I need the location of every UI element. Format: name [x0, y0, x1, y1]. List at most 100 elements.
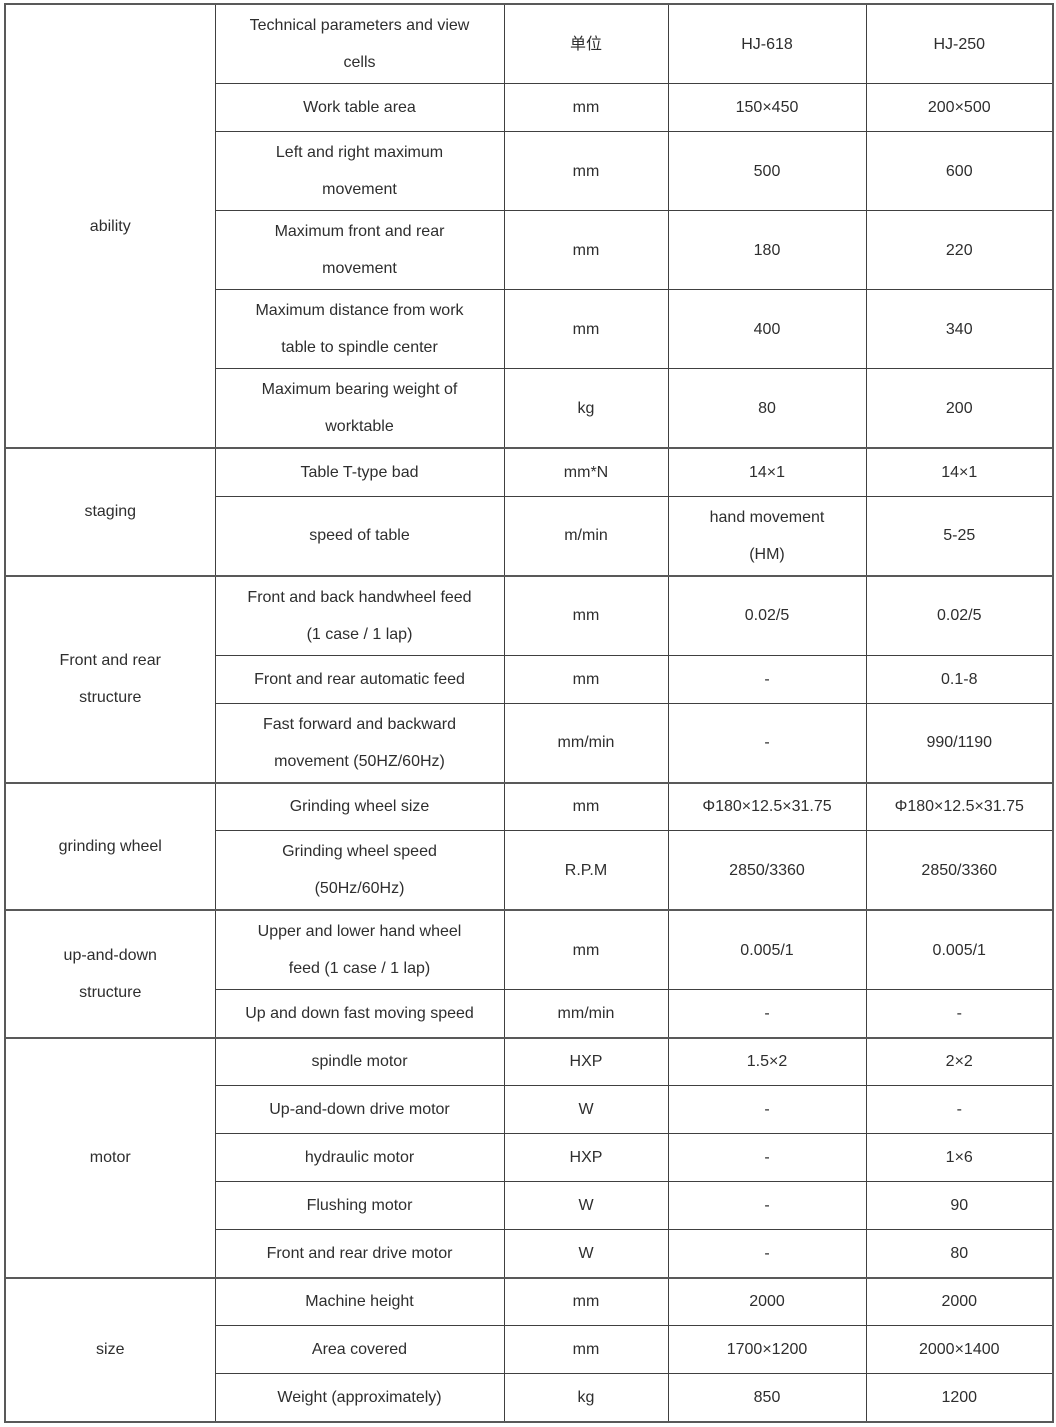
value-hj-618-cell: 850 — [667, 1373, 867, 1422]
value-hj-618-cell: Φ180×12.5×31.75 — [667, 781, 867, 831]
category-cell: staging — [4, 447, 216, 576]
unit-unit-cell: kg — [503, 1373, 669, 1422]
value-hj-618-cell: 80 — [667, 368, 867, 449]
table-row: Work table area mm 150×450 200×500 — [5, 83, 1054, 132]
value-hj-250-cell: 990/1190 — [865, 702, 1054, 783]
value-hj-618-cell: 0.02/5 — [667, 574, 867, 656]
unit-unit-cell: mm — [503, 1325, 669, 1374]
spec-table-body: ability Technical parameters and view cel… — [4, 3, 1054, 1422]
param-param-cell: Machine height — [214, 1276, 505, 1326]
table-row: Front and rear automatic feed mm -0.1-8 — [5, 654, 1054, 704]
param-param-cell: Maximum distance from work table to spin… — [214, 289, 505, 369]
value-hj-250-cell: 0.02/5 — [865, 574, 1054, 656]
param-param-cell: Up-and-down drive motor — [214, 1085, 505, 1134]
table-row: Front and rear drive motor W -80 — [5, 1229, 1054, 1278]
category-cell: grinding wheel — [4, 781, 216, 911]
unit-unit-cell: W — [503, 1085, 669, 1134]
unit-unit-cell: W — [503, 1181, 669, 1230]
value-hj-250-cell: 0.1-8 — [865, 654, 1054, 704]
value-hj-250-cell: 2×2 — [865, 1036, 1054, 1086]
table-row: Maximum distance from work table to spin… — [5, 289, 1054, 369]
unit-unit-cell: mm/min — [503, 702, 669, 783]
header-cell-unit: 单位 — [503, 3, 669, 84]
unit-unit-cell: mm — [503, 781, 669, 831]
value-hj-250-cell: 1200 — [865, 1373, 1054, 1422]
value-hj-618-cell: - — [667, 989, 867, 1038]
unit-unit-cell: W — [503, 1229, 669, 1278]
value-hj-618-cell: hand movement (HM) — [667, 495, 867, 576]
unit-unit-cell: mm — [503, 210, 669, 290]
param-param-cell: Area covered — [214, 1325, 505, 1374]
spec-table: ability Technical parameters and view cel… — [4, 3, 1054, 1423]
value-hj-250-cell: 600 — [865, 131, 1054, 211]
unit-unit-cell: mm*N — [503, 447, 669, 497]
value-hj-250-cell: 340 — [865, 289, 1054, 369]
param-param-cell: Flushing motor — [214, 1181, 505, 1230]
unit-unit-cell: mm/min — [503, 989, 669, 1038]
value-hj-250-cell: 2000 — [865, 1276, 1054, 1326]
value-hj-618-cell: 2000 — [667, 1276, 867, 1326]
value-hj-618-cell: 180 — [667, 210, 867, 290]
unit-unit-cell: mm — [503, 654, 669, 704]
param-param-cell: Front and rear automatic feed — [214, 654, 505, 704]
value-hj-618-cell: 1700×1200 — [667, 1325, 867, 1374]
unit-unit-cell: mm — [503, 574, 669, 656]
table-row: Area covered mm 1700×1200 2000×1400 — [5, 1325, 1054, 1374]
param-param-cell: hydraulic motor — [214, 1133, 505, 1182]
header-cell-hj-618: HJ-618 — [667, 3, 867, 84]
table-row: up-and-down structure Upper and lower han… — [4, 909, 1054, 1038]
value-hj-250-cell: 200×500 — [865, 83, 1054, 132]
value-hj-618-cell: - — [667, 654, 867, 704]
value-hj-618-cell: - — [667, 1085, 867, 1134]
unit-unit-cell: R.P.M — [503, 830, 669, 911]
value-hj-618-cell: - — [667, 702, 867, 783]
table-row: size Machine height mm 2000 2000 — [4, 1276, 1054, 1422]
unit-unit-cell: mm — [503, 1276, 669, 1326]
param-param-cell: Front and rear drive motor — [214, 1229, 505, 1278]
param-param-cell: Fast forward and backward movement (50HZ… — [214, 702, 505, 783]
value-hj-618-cell: 1.5×2 — [667, 1036, 867, 1086]
header-cell-hj-250: HJ-250 — [865, 3, 1054, 84]
param-param-cell: spindle motor — [214, 1036, 505, 1086]
header-cell-param: Technical parameters and view cells — [214, 3, 505, 84]
value-hj-250-cell: - — [865, 1085, 1054, 1134]
value-hj-250-cell: 2000×1400 — [865, 1325, 1054, 1374]
unit-unit-cell: HXP — [503, 1133, 669, 1182]
param-param-cell: Grinding wheel speed (50Hz/60Hz) — [214, 830, 505, 911]
table-row: grinding wheel Grinding wheel size mm Φ180×… — [4, 781, 1054, 911]
value-hj-250-cell: 200 — [865, 368, 1054, 449]
value-hj-618-cell: - — [667, 1229, 867, 1278]
table-row: Fast forward and backward movement (50HZ… — [5, 702, 1054, 783]
value-hj-618-cell: - — [667, 1181, 867, 1230]
category-cell: up-and-down structure — [4, 909, 216, 1038]
category-cell: size — [4, 1276, 216, 1422]
value-hj-618-cell: 400 — [667, 289, 867, 369]
param-param-cell: Maximum front and rear movement — [214, 210, 505, 290]
unit-unit-cell: kg — [503, 368, 669, 449]
value-hj-250-cell: 5-25 — [865, 495, 1054, 576]
value-hj-618-cell: 0.005/1 — [667, 909, 867, 990]
value-hj-618-cell: 150×450 — [667, 83, 867, 132]
value-hj-618-cell: 2850/3360 — [667, 830, 867, 911]
header-row: ability Technical parameters and view cel… — [4, 3, 1054, 449]
value-hj-618-cell: 500 — [667, 131, 867, 211]
param-param-cell: Table T-type bad — [214, 447, 505, 497]
value-hj-618-cell: 14×1 — [667, 447, 867, 497]
unit-unit-cell: HXP — [503, 1036, 669, 1086]
unit-unit-cell: mm — [503, 909, 669, 990]
param-param-cell: Maximum bearing weight of worktable — [214, 368, 505, 449]
table-row: speed of table m/min hand movement (HM) 5-2… — [5, 495, 1054, 576]
param-param-cell: Left and right maximum movement — [214, 131, 505, 211]
table-row: staging Table T-type bad mm*N 14×1 14×1 — [4, 447, 1054, 576]
unit-unit-cell: mm — [503, 131, 669, 211]
param-param-cell: Upper and lower hand wheel feed (1 case … — [214, 909, 505, 990]
table-row: Up-and-down drive motor W - - — [5, 1085, 1054, 1134]
category-cell: Front and rear structure — [4, 574, 216, 783]
table-row: Flushing motor W -90 — [5, 1181, 1054, 1230]
table-row: Front and rear structure Front and back h… — [4, 574, 1054, 783]
value-hj-250-cell: Φ180×12.5×31.75 — [865, 781, 1054, 831]
table-row: Grinding wheel speed (50Hz/60Hz) R.P.M 285… — [5, 830, 1054, 911]
param-param-cell: Up and down fast moving speed — [214, 989, 505, 1038]
value-hj-250-cell: 2850/3360 — [865, 830, 1054, 911]
